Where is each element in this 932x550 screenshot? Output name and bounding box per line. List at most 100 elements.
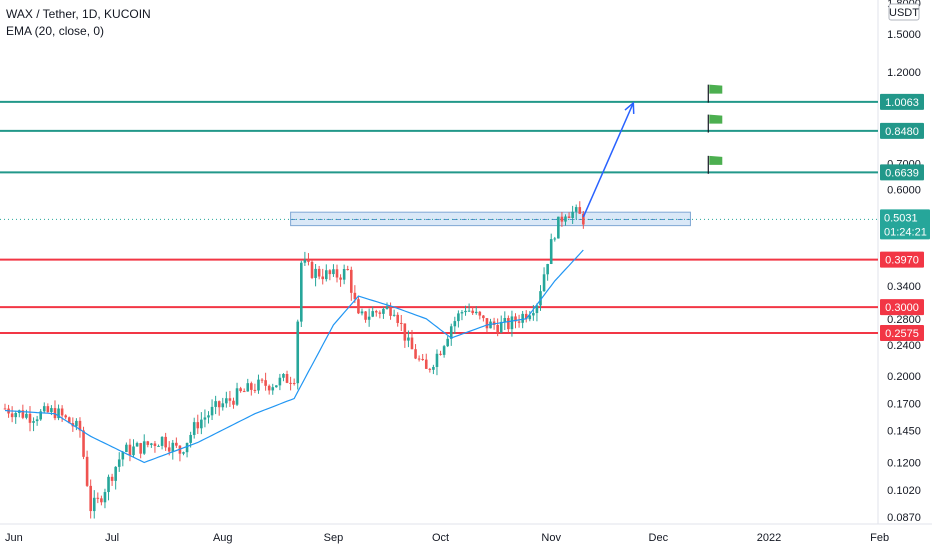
time-tick-label: Aug xyxy=(213,532,233,544)
candle xyxy=(560,211,564,227)
candle-body xyxy=(428,368,432,370)
unit-box[interactable] xyxy=(888,3,920,21)
flag-icon[interactable] xyxy=(707,84,723,103)
candle xyxy=(242,388,246,393)
candle-body xyxy=(514,316,517,322)
support-badge-text: 0.3970 xyxy=(885,255,919,267)
candle-body xyxy=(121,451,125,460)
time-tick-label: Oct xyxy=(432,532,449,544)
candle xyxy=(78,417,82,438)
candle-body xyxy=(528,315,532,320)
candle-body xyxy=(467,310,471,312)
candle-body xyxy=(96,497,100,499)
candle xyxy=(150,442,153,448)
candle xyxy=(275,385,278,388)
candle-body xyxy=(160,436,164,446)
candle xyxy=(146,440,150,448)
candle xyxy=(403,323,407,348)
breakout-zone-box[interactable] xyxy=(290,211,691,227)
candle xyxy=(571,205,574,224)
plot-pane[interactable] xyxy=(0,0,878,524)
candle xyxy=(346,265,350,271)
candle xyxy=(314,263,317,287)
candle-body xyxy=(524,313,528,320)
candle xyxy=(232,397,235,409)
indicator-label: EMA (20, close, 0) xyxy=(6,24,104,38)
candle-body xyxy=(192,422,196,435)
projection-arrow-layer[interactable] xyxy=(582,101,635,218)
candle-body xyxy=(292,383,296,385)
candle xyxy=(532,304,535,321)
candle xyxy=(171,439,175,460)
candle xyxy=(332,264,335,277)
candle-body xyxy=(253,389,257,391)
candle-body xyxy=(35,419,39,422)
candle xyxy=(574,204,578,220)
time-axis-labels[interactable]: Jun Jul Aug Sep Oct Nov Dec 2022 Feb xyxy=(5,532,889,544)
candle xyxy=(317,265,321,280)
resistance-badge xyxy=(880,164,924,181)
candle-body xyxy=(460,312,464,314)
candle xyxy=(449,323,453,346)
time-tick-label: Dec xyxy=(649,532,669,544)
price-tick-label: 1.5000 xyxy=(887,29,921,41)
projection-arrow-shaft[interactable] xyxy=(582,102,635,218)
candle-body xyxy=(139,443,142,454)
candle xyxy=(225,391,228,408)
candle-body xyxy=(50,408,53,413)
candle xyxy=(549,233,553,265)
price-axis-ticks[interactable]: 1.50001.20000.70000.60000.34000.28000.24… xyxy=(887,29,921,524)
candle-body xyxy=(89,485,92,512)
candle xyxy=(467,303,471,312)
candle-body xyxy=(296,321,300,384)
candle-body xyxy=(521,313,524,323)
candle xyxy=(39,409,42,421)
candle xyxy=(507,315,510,333)
flags-layer[interactable] xyxy=(707,84,723,174)
candle-body xyxy=(557,216,560,239)
candle-body xyxy=(449,326,453,339)
price-unit: USDT xyxy=(889,7,919,19)
candle xyxy=(75,418,78,431)
candle-body xyxy=(207,415,210,418)
candle xyxy=(164,432,167,451)
candle xyxy=(235,382,239,407)
candle xyxy=(357,295,360,315)
candle-body xyxy=(424,359,428,369)
candle xyxy=(374,309,378,317)
resistance-badge-text: 0.8480 xyxy=(885,126,919,138)
candle-body xyxy=(553,238,557,240)
ema-line[interactable] xyxy=(4,249,584,464)
candle-body xyxy=(399,322,403,324)
candle xyxy=(250,381,253,396)
candle xyxy=(128,438,132,462)
candle-body xyxy=(507,317,510,330)
candle xyxy=(360,308,364,316)
candle xyxy=(196,414,200,434)
resistance-badge xyxy=(880,93,924,110)
candle-body xyxy=(310,261,314,278)
flag-icon[interactable] xyxy=(707,155,723,174)
candle-body xyxy=(171,442,175,452)
candle xyxy=(264,372,267,391)
candle xyxy=(121,450,125,467)
projection-arrow-head xyxy=(624,101,635,114)
candle-body xyxy=(157,445,160,447)
candle-body xyxy=(217,401,221,408)
candle-body xyxy=(214,401,217,407)
candle-body xyxy=(346,269,350,271)
candle xyxy=(517,314,521,328)
candle xyxy=(110,473,114,486)
candle xyxy=(482,314,485,322)
candle-body xyxy=(432,366,435,370)
candle xyxy=(292,378,296,386)
candle-body xyxy=(85,456,89,486)
flag-icon[interactable] xyxy=(707,114,723,133)
candle xyxy=(217,400,221,416)
candle xyxy=(367,308,371,327)
candle xyxy=(424,353,428,370)
resistance-badge xyxy=(880,122,924,139)
candle xyxy=(321,268,325,285)
